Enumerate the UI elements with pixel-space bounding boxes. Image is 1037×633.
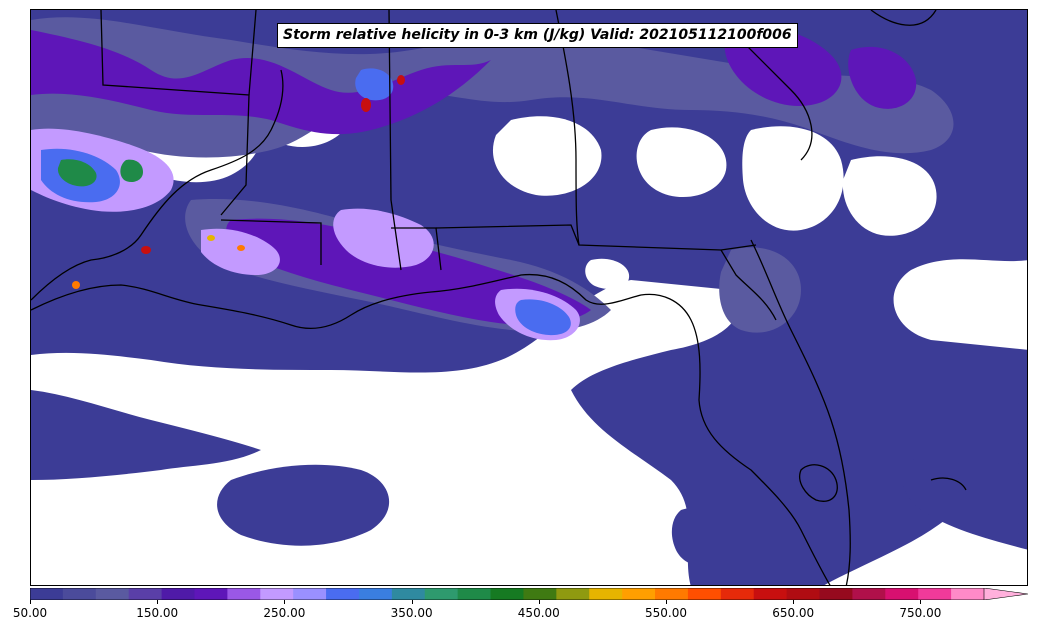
colorbar-tick-label: 550.00: [645, 606, 687, 620]
colorbar-tick-label: 450.00: [517, 606, 560, 620]
colorbar-segment: [391, 588, 426, 600]
helicity-field-band-6: [57, 75, 405, 289]
colorbar-segment: [260, 588, 294, 600]
colorbar-tick: [793, 600, 795, 604]
colorbar-segment: [95, 588, 130, 600]
colorbar-segment: [655, 588, 689, 600]
colorbar-tick: [411, 600, 413, 604]
colorbar-extend-arrow: [983, 588, 1028, 600]
boundaries: [31, 10, 967, 585]
colorbar-tick-label: 750.00: [899, 606, 942, 620]
helicity-map: [31, 10, 1027, 585]
colorbar-segment: [358, 588, 393, 600]
colorbar-tick-label: 50.00: [12, 606, 48, 620]
colorbar-segment: [194, 588, 228, 600]
colorbar-segment: [720, 588, 755, 600]
colorbar-segment: [326, 588, 360, 600]
colorbar-segment: [128, 588, 163, 600]
colorbar-tick: [30, 600, 31, 604]
colorbar-segment: [786, 588, 821, 600]
colorbar-segment: [490, 588, 524, 600]
colorbar-segment: [161, 588, 195, 600]
colorbar-segment: [753, 588, 788, 600]
colorbar-tick: [284, 600, 286, 604]
colorbar-segment: [951, 588, 985, 600]
colorbar-segment: [819, 588, 853, 600]
colorbar-tick: [920, 600, 922, 604]
colorbar-segment: [687, 588, 722, 600]
map-title: Storm relative helicity in 0-3 km (J/kg)…: [277, 23, 798, 48]
colorbar: [30, 588, 1028, 600]
colorbar-segment: [293, 588, 327, 600]
colorbar-tick: [157, 600, 159, 604]
colorbar-tick: [666, 600, 667, 604]
colorbar-segment: [62, 588, 97, 600]
colorbar-segment: [918, 588, 952, 600]
colorbar-segment: [523, 588, 557, 600]
colorbar-segment: [457, 588, 492, 600]
colorbar-segment: [30, 588, 64, 600]
colorbar-segment: [556, 588, 590, 600]
colorbar-tick-label: 350.00: [390, 606, 433, 620]
colorbar-ticks: 50.00 150.00 250.00 350.00 450.00 550.00 650.0…: [0, 600, 1037, 630]
colorbar-segment: [622, 588, 656, 600]
colorbar-tick-label: 150.00: [136, 606, 179, 620]
map-panel: Storm relative helicity in 0-3 km (J/kg)…: [30, 9, 1028, 586]
colorbar-tick-label: 650.00: [772, 606, 815, 620]
colorbar-segment: [589, 588, 623, 600]
colorbar-tick: [538, 600, 540, 604]
colorbar-segment: [852, 588, 886, 600]
colorbar-tick-label: 250.00: [263, 606, 306, 620]
colorbar-segment: [885, 588, 919, 600]
colorbar-segment: [424, 588, 459, 600]
colorbar-segment: [227, 588, 261, 600]
